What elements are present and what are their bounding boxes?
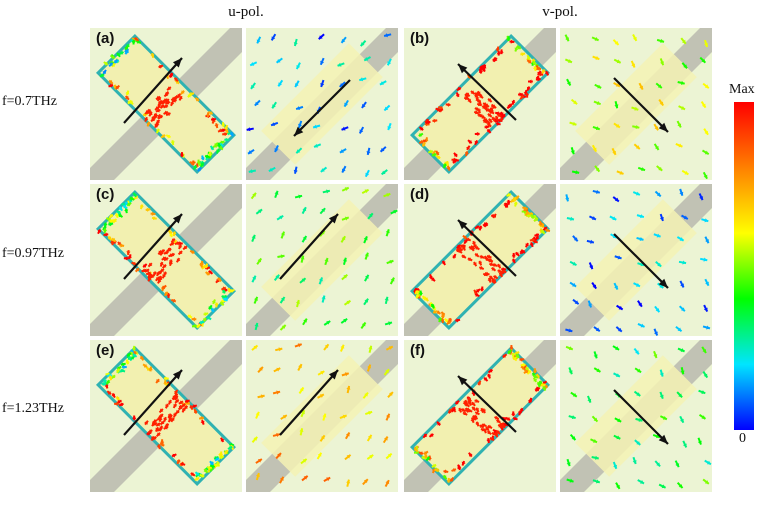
panel-tag: (c) (96, 186, 115, 203)
row-label-freq-3: f=1.23THz (2, 401, 64, 416)
column-header-v-pol: v-pol. (542, 4, 578, 20)
resonator-outline (261, 199, 383, 321)
panel-tag: (f) (410, 342, 425, 359)
resonator-outline (261, 355, 383, 477)
resonator-outline (261, 43, 383, 165)
panel-d2 (560, 184, 712, 336)
panel-c: (c) (90, 184, 242, 336)
colorbar (734, 102, 754, 430)
resonator-patch (95, 345, 237, 487)
panel-f2 (560, 340, 712, 492)
resonator-outline (575, 43, 697, 165)
direction-arrow (279, 369, 339, 436)
panel-tag: (e) (96, 342, 115, 359)
panel-f: (f) (404, 340, 556, 492)
column-header-u-pol: u-pol. (228, 4, 264, 20)
direction-arrow (613, 389, 669, 445)
panel-a: (a) (90, 28, 242, 180)
direction-arrow (457, 219, 517, 277)
direction-arrow (613, 233, 669, 289)
resonator-patch (95, 33, 237, 175)
panel-a2 (246, 28, 398, 180)
direction-arrow (293, 79, 351, 137)
panel-b2 (560, 28, 712, 180)
resonator-patch (409, 189, 551, 331)
colorbar-gradient (734, 102, 754, 430)
panel-b: (b) (404, 28, 556, 180)
panel-e: (e) (90, 340, 242, 492)
row-label-freq-1: f=0.7THz (2, 94, 57, 109)
resonator-patch (409, 345, 551, 487)
panel-e2 (246, 340, 398, 492)
direction-arrow (457, 63, 517, 121)
direction-arrow (123, 57, 183, 124)
resonator-patch (409, 33, 551, 175)
row-label-freq-2: f=0.97THz (2, 246, 64, 261)
panel-tag: (d) (410, 186, 430, 203)
resonator-patch (95, 189, 237, 331)
colorbar-max-label: Max (729, 82, 755, 97)
direction-arrow (123, 213, 183, 280)
direction-arrow (457, 375, 517, 433)
resonator-outline (575, 199, 697, 321)
panel-d: (d) (404, 184, 556, 336)
direction-arrow (279, 213, 339, 280)
direction-arrow (613, 77, 669, 133)
colorbar-min-label: 0 (739, 431, 746, 446)
panel-tag: (b) (410, 30, 430, 47)
panel-c2 (246, 184, 398, 336)
resonator-outline (575, 355, 697, 477)
panel-tag: (a) (96, 30, 115, 47)
direction-arrow (123, 369, 183, 436)
